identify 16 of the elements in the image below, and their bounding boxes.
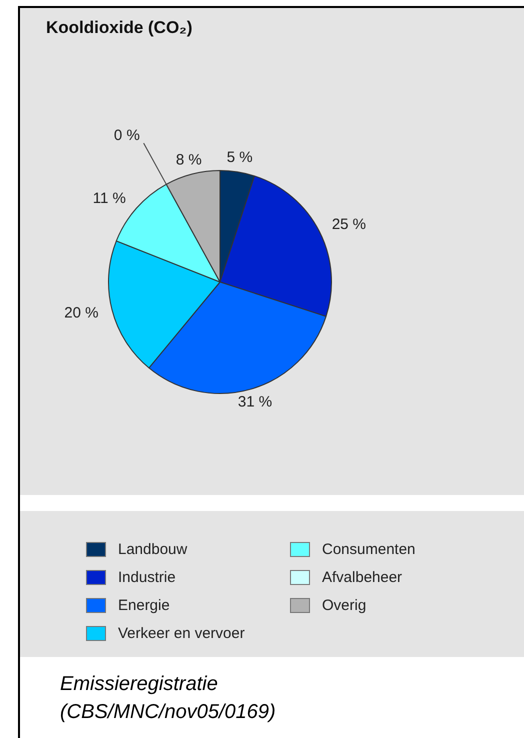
legend-label: Consumenten	[322, 540, 416, 558]
legend-label: Overig	[322, 596, 366, 614]
data-label: 25 %	[332, 216, 366, 234]
data-label: 20 %	[64, 304, 98, 322]
legend-label: Afvalbeheer	[322, 568, 402, 586]
data-label: 31 %	[238, 394, 272, 411]
data-label: 8 %	[176, 152, 202, 169]
legend-label: Energie	[118, 596, 170, 614]
legend-label: Industrie	[118, 568, 176, 586]
legend-label: Verkeer en vervoer	[118, 624, 245, 642]
data-label: 5 %	[226, 149, 253, 166]
text: Emissieregistratie (CBS/MNC/nov05/0169)	[60, 672, 277, 725]
legend-label: Landbouw	[118, 540, 188, 558]
text: 0 %	[114, 127, 140, 144]
data-label: 11 %	[92, 190, 126, 208]
chart-title: Kooldioxide (CO₂)	[46, 18, 192, 38]
